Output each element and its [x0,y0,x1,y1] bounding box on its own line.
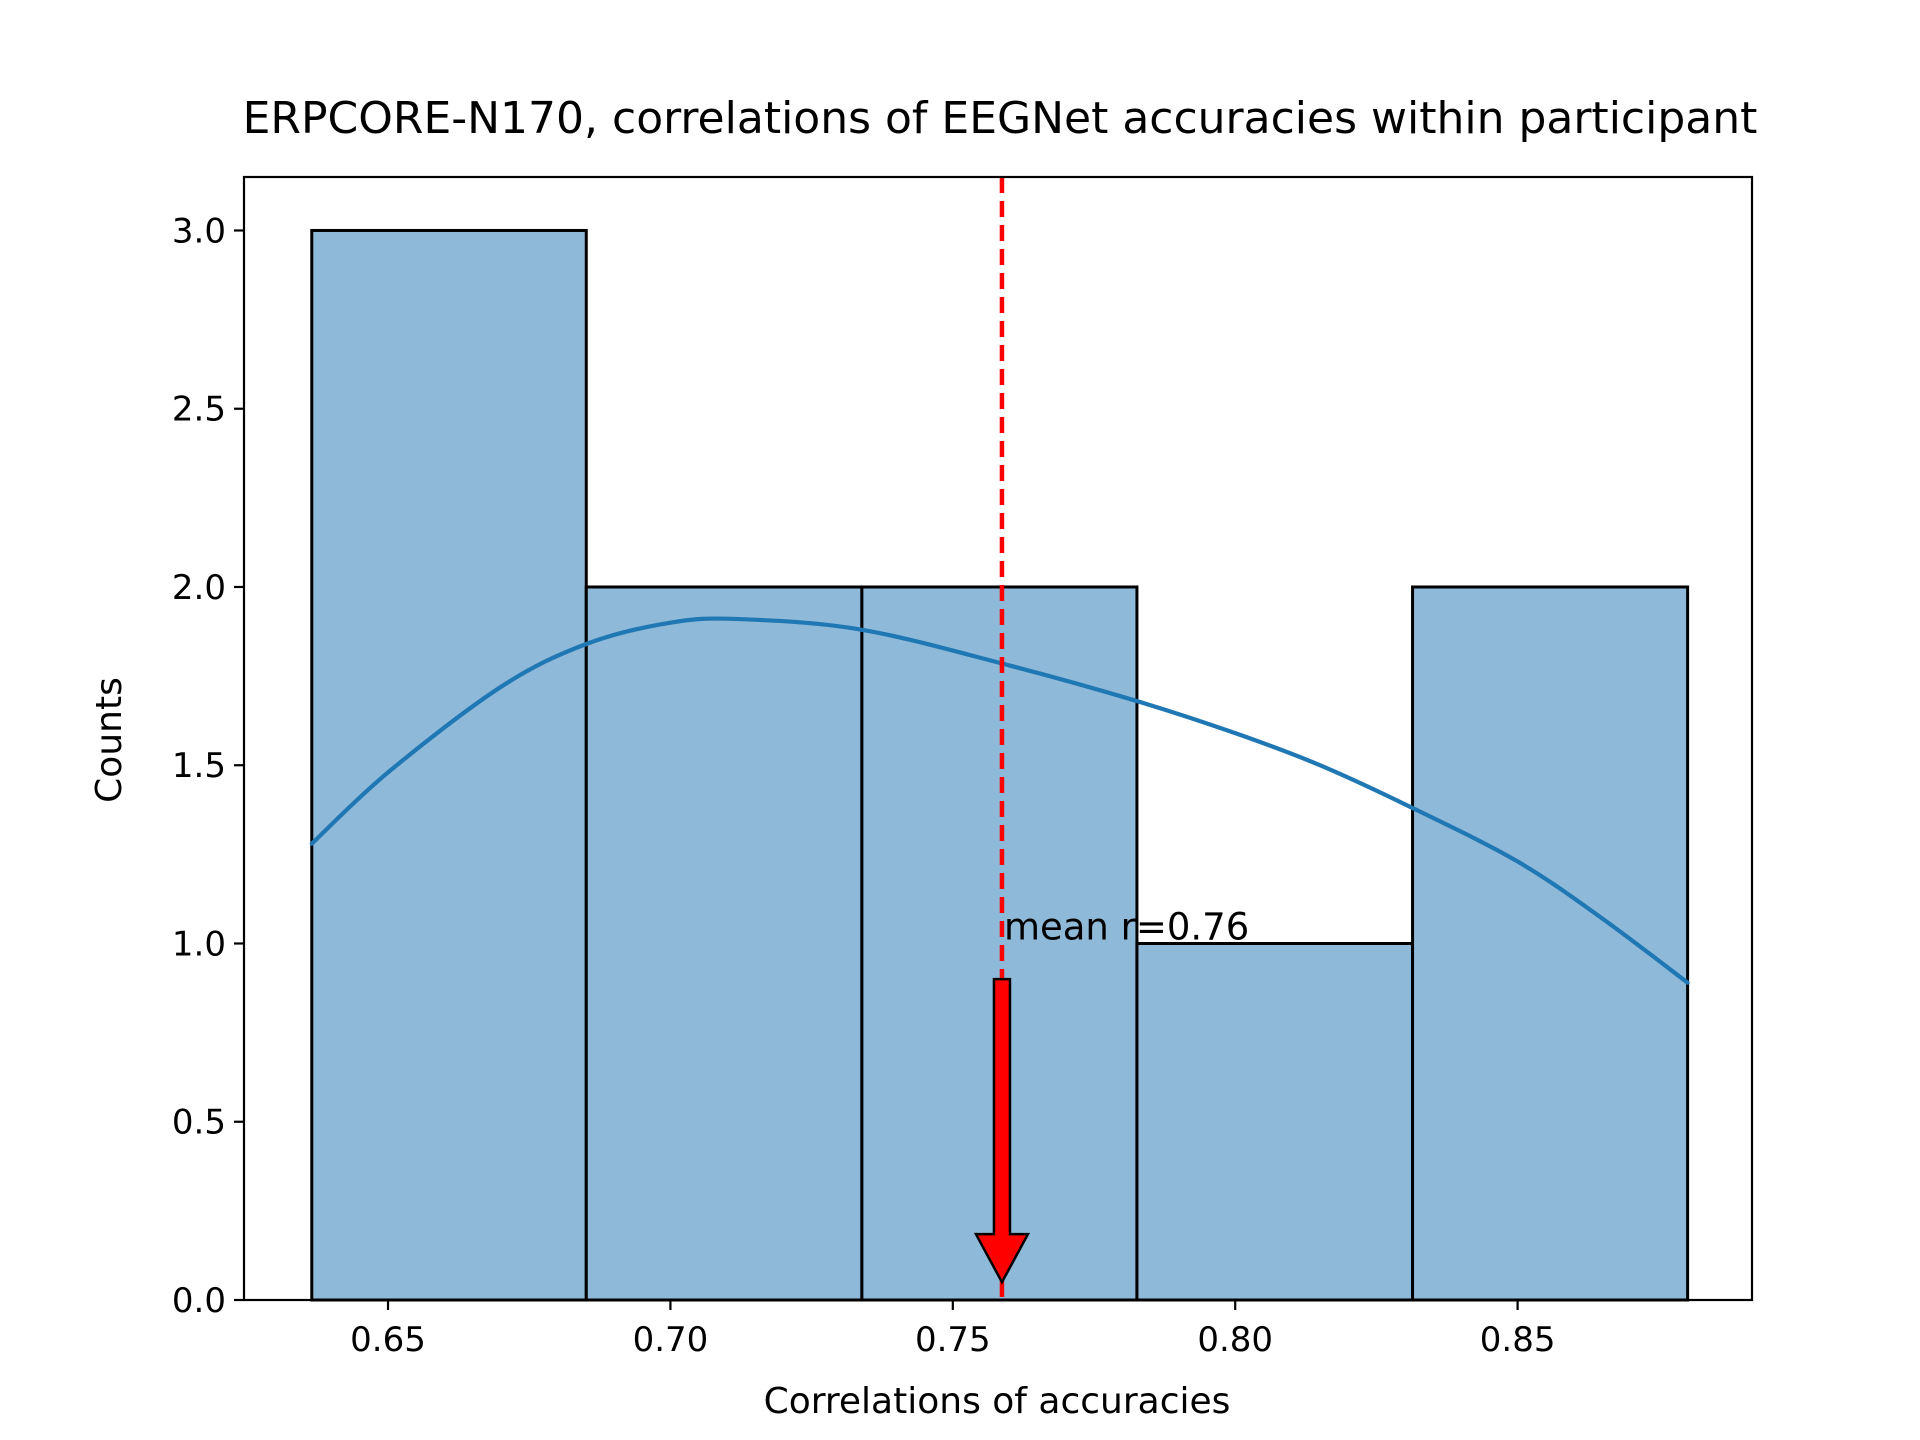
x-axis: 0.65 0.70 0.75 0.80 0.85 [350,1300,1555,1360]
histogram-bar-3 [860,585,1139,1302]
y-tick-label-3: 1.0 [172,924,226,964]
y-tick-label-2: 0.5 [172,1103,226,1143]
y-tick-label-1: 0.0 [172,1281,226,1321]
y-tick-label-6: 2.5 [172,390,226,430]
chart-title: ERPCORE-N170, correlations of EEGNet acc… [243,93,1758,144]
kde-layer [309,616,1690,985]
bars-layer [310,228,1690,1302]
y-tick-label-4: 1.5 [172,746,226,786]
histogram-bar-2 [584,585,864,1302]
histogram-bar-1 [310,228,588,1302]
y-axis-title: Counts [89,677,130,803]
x-tick-label-5: 0.85 [1480,1320,1556,1360]
mean-arrow [973,977,1031,1285]
kde-curve [309,616,1690,985]
x-tick-label-4: 0.80 [1197,1320,1273,1360]
mean-layer: mean r=0.76 [973,177,1249,1300]
histogram-bar-5 [1411,585,1690,1302]
x-tick-label-1: 0.65 [350,1320,426,1360]
y-axis: 0.0 0.5 1.0 1.5 2.0 2.5 3.0 [172,211,244,1321]
mean-annotation: mean r=0.76 [1004,905,1249,948]
plot-frame [242,175,1754,1302]
x-tick-label-3: 0.75 [915,1320,991,1360]
x-tick-label-2: 0.70 [633,1320,709,1360]
histogram-bar-4 [1135,941,1415,1302]
y-tick-label-5: 2.0 [172,568,226,608]
y-tick-label-7: 3.0 [172,211,226,251]
x-axis-title: Correlations of accuracies [764,1381,1231,1422]
